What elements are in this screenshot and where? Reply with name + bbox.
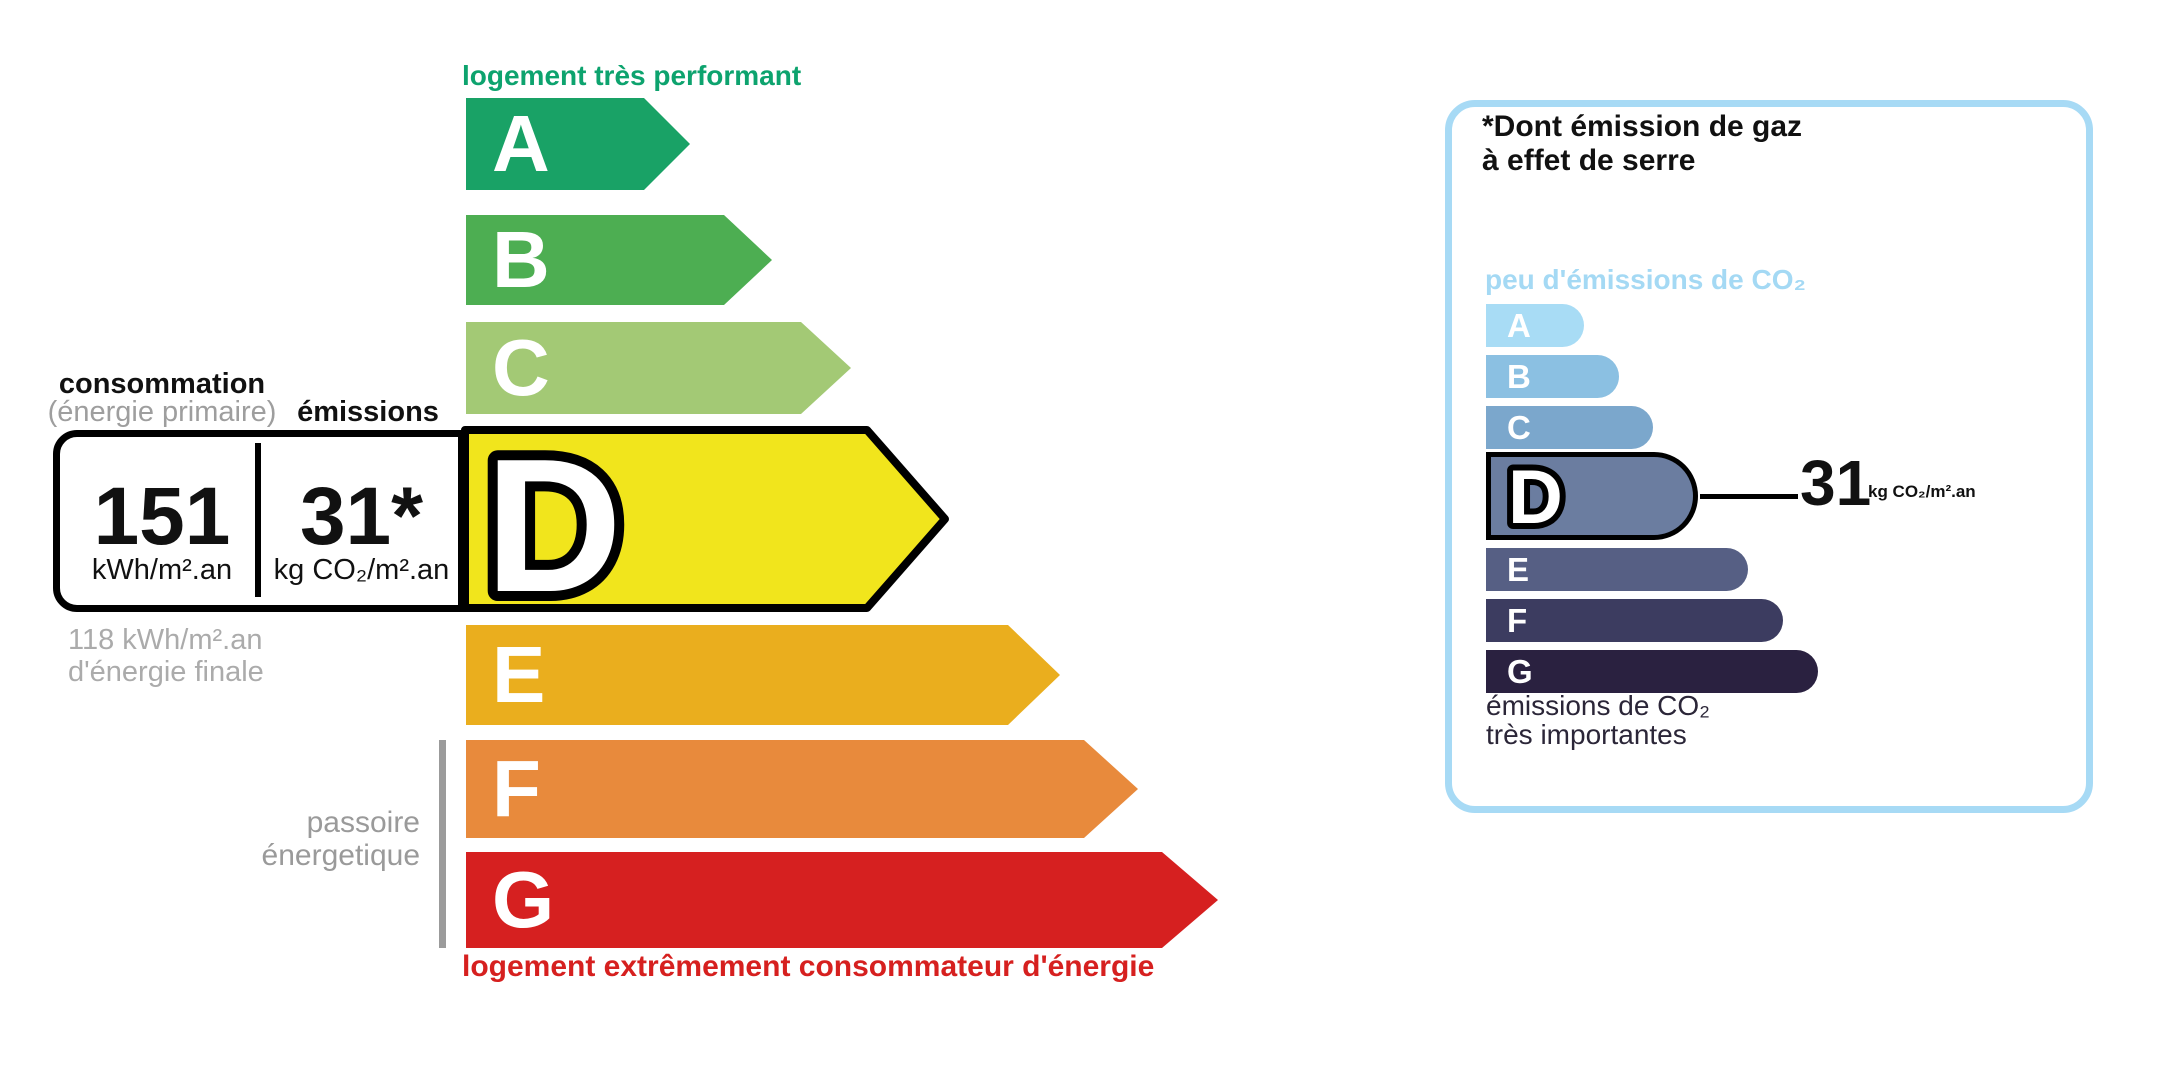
energy-class-e-letter: E (492, 630, 546, 719)
consumption-unit: kWh/m².an (91, 554, 233, 586)
energy-class-d-shape (461, 426, 949, 612)
energy-sieve-label-line2: énergetique (261, 839, 420, 872)
energy-class-a-arrow: A (466, 98, 690, 190)
energy-class-e-arrow: E (466, 625, 1060, 725)
emissions-unit: kg CO₂/m².an (273, 554, 450, 586)
ghg-class-g-bar: G (1486, 650, 1818, 693)
ghg-class-e-letter: E (1507, 550, 1530, 588)
values-box-divider (255, 443, 261, 597)
energy-class-d-letter: D (485, 426, 622, 612)
ghg-class-d-letter-svg: D (1502, 452, 1569, 540)
ghg-class-e-bar: E (1486, 548, 1748, 591)
ghg-class-d-bar-selected (1486, 452, 1698, 540)
ghg-class-f-bar: F (1486, 599, 1783, 642)
ghg-value-connector-line (1700, 494, 1798, 499)
final-energy-note-line2: d'énergie finale (68, 656, 264, 688)
energy-sieve-label: passoire énergetique (160, 806, 420, 872)
energy-class-c-arrow: C (466, 322, 851, 414)
emissions-value: 31* (299, 471, 424, 562)
ghg-class-d-letter: D (1508, 455, 1563, 540)
final-energy-note: 118 kWh/m².an d'énergie finale (68, 624, 264, 688)
energy-sieve-bracket-line (439, 740, 446, 948)
ghg-panel (1445, 100, 2093, 813)
energy-class-g-letter: G (492, 855, 555, 944)
ghg-class-a-letter: A (1507, 306, 1531, 344)
ghg-low-emissions-label: peu d'émissions de CO₂ (1485, 264, 1806, 295)
primary-energy-label: (énergie primaire) (47, 396, 277, 428)
consumption-value: 151 (93, 471, 231, 562)
ghg-class-a-bar: A (1486, 304, 1584, 347)
ghg-class-f-letter: F (1507, 601, 1528, 639)
energy-class-f-letter: F (492, 744, 541, 833)
ghg-high-emissions-label-line2: très importantes (1486, 719, 1687, 750)
ghg-high-emissions-label: émissions de CO₂ très importantes (1486, 691, 1710, 749)
ghg-panel-title-line2: à effet de serre (1482, 144, 1696, 177)
consumption-label: consommation (58, 368, 266, 400)
ghg-class-b-letter: B (1507, 357, 1531, 395)
energy-class-d-arrow-selected: D (461, 426, 949, 612)
energy-class-b-arrow: B (466, 215, 772, 305)
top-performance-label: logement très performant (462, 60, 802, 91)
worst-performance-label: logement extrêmement consommateur d'éner… (462, 950, 1155, 983)
ghg-class-c-bar: C (1486, 406, 1653, 449)
energy-class-b-letter: B (492, 215, 550, 304)
energy-class-a-letter: A (492, 99, 550, 188)
emissions-label: émissions (297, 396, 439, 428)
ghg-panel-title-line1: *Dont émission de gaz (1482, 110, 1803, 143)
ghg-value-unit: kg CO₂/m².an (1868, 482, 1976, 501)
ghg-class-g-letter: G (1507, 652, 1533, 690)
energy-class-c-letter: C (492, 323, 550, 412)
energy-class-g-arrow: G (466, 852, 1218, 948)
ghg-panel-title: *Dont émission de gaz à effet de serre (1482, 110, 1802, 178)
ghg-value: 31 (1800, 447, 1872, 519)
energy-sieve-label-line1: passoire (306, 806, 420, 839)
energy-class-f-arrow: F (466, 740, 1138, 838)
final-energy-note-line1: 118 kWh/m².an (68, 624, 263, 656)
ghg-high-emissions-label-line1: émissions de CO₂ (1486, 690, 1711, 721)
ghg-class-c-letter: C (1507, 408, 1531, 446)
ghg-class-b-bar: B (1486, 355, 1619, 398)
